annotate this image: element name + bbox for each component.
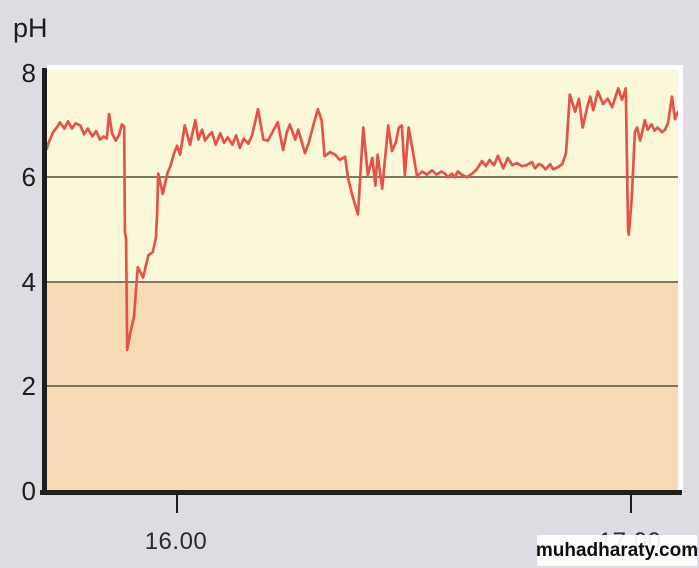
plot-frame-right (678, 65, 683, 495)
x-axis-line (40, 490, 682, 495)
y-tick-label-8: 8 (21, 57, 36, 88)
y-tick-label-0: 0 (21, 476, 36, 506)
y-tick-label-6: 6 (21, 162, 36, 193)
gridline-ph-4 (47, 280, 678, 283)
chart-canvas (47, 70, 678, 491)
x-tick-mark-16.00 (175, 492, 178, 513)
y-axis-title: pH (13, 13, 48, 43)
watermark-badge: muhadharaty.com (535, 535, 699, 566)
y-tick-label-2: 2 (21, 371, 36, 402)
gridline-ph-2 (47, 385, 678, 388)
watermark-text: muhadharaty.com (535, 539, 699, 561)
x-tick-label-16.00: 16.00 (144, 528, 208, 555)
x-tick-mark-17.00 (630, 492, 633, 513)
y-axis-line (42, 68, 47, 495)
x-axis-tick-marks (47, 492, 678, 513)
ph-trace-line (47, 88, 678, 349)
chart-plot-area (47, 70, 678, 491)
y-axis-tick-labels: 8 6 4 2 0 (0, 60, 38, 504)
y-tick-label-4: 4 (21, 266, 36, 297)
gridline-ph-6 (47, 176, 678, 179)
plot-frame-top (47, 65, 683, 70)
